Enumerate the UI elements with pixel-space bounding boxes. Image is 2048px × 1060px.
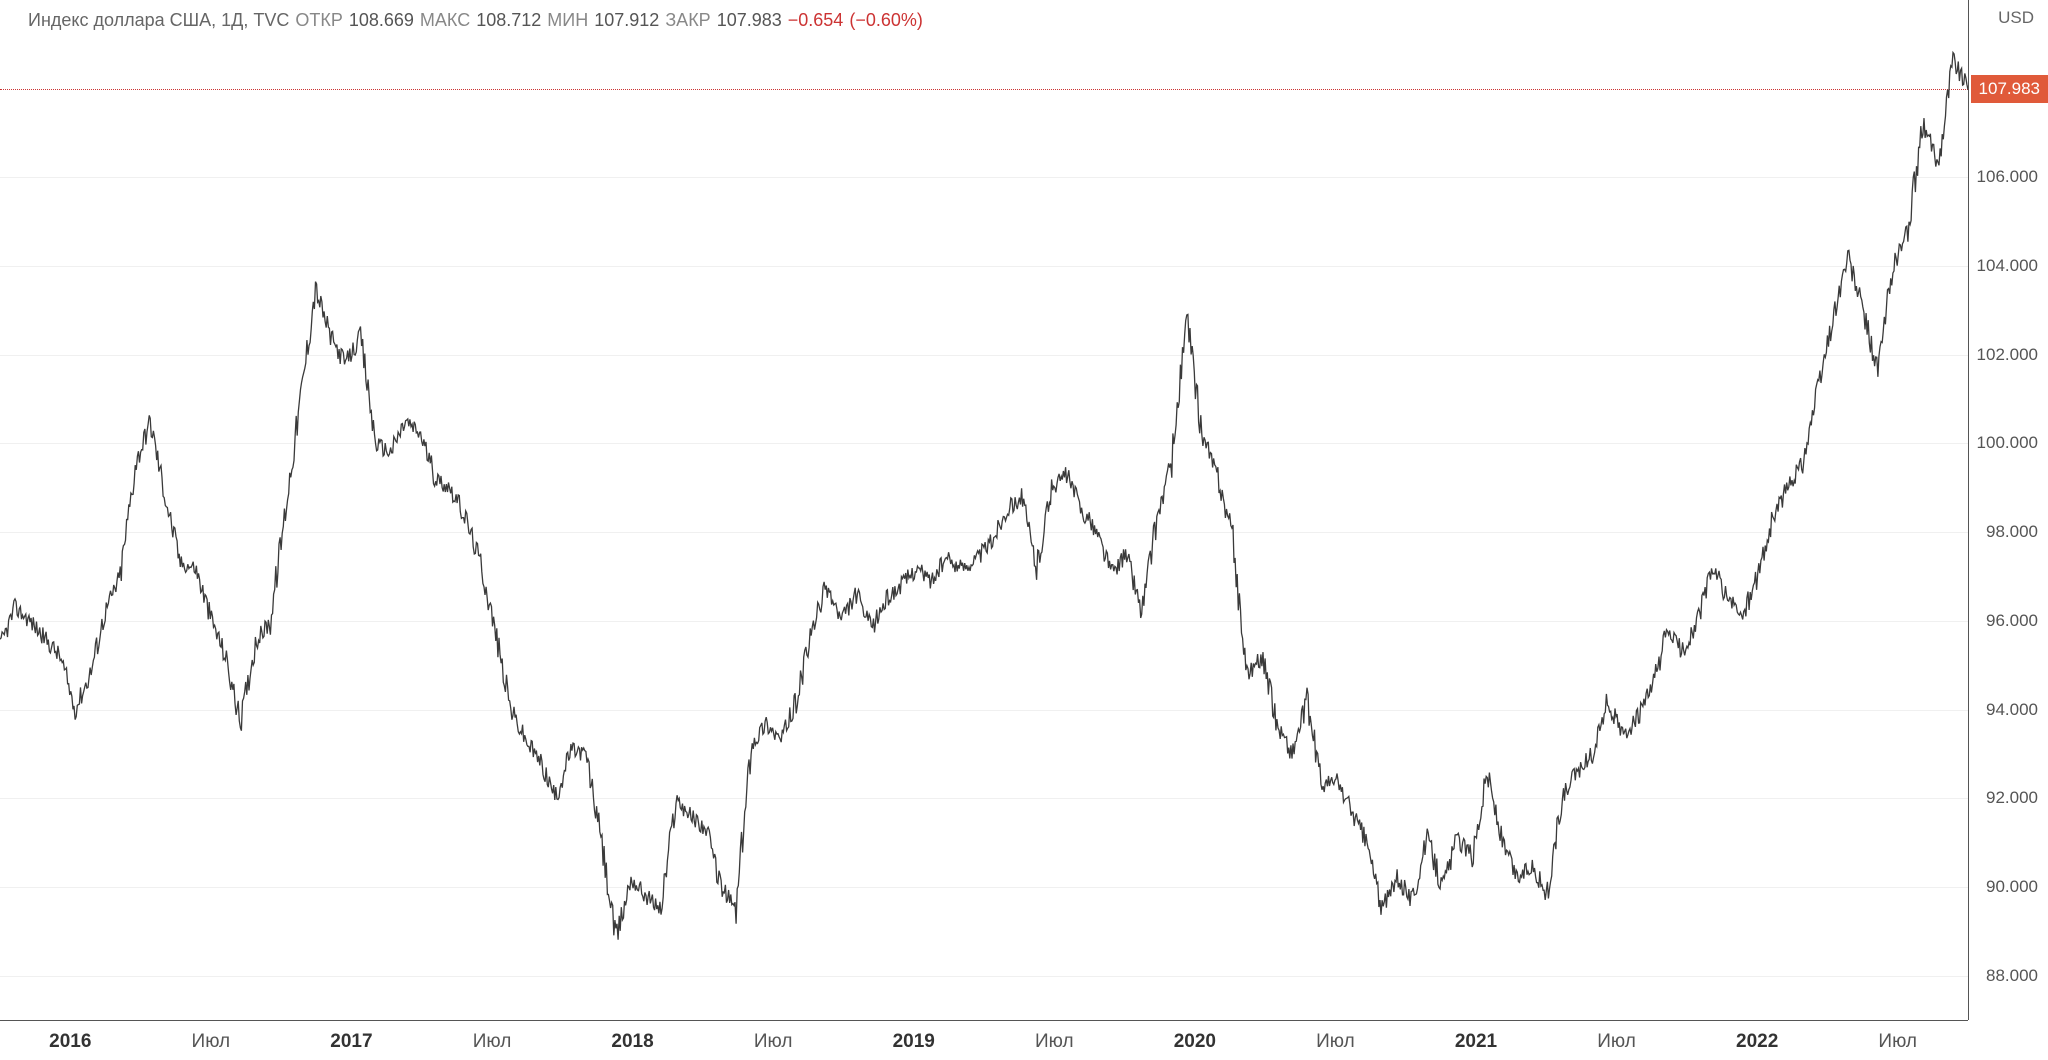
low-value: 107.912 <box>594 10 659 31</box>
high-label: МАКС <box>420 10 470 31</box>
open-value: 108.669 <box>349 10 414 31</box>
x-tick-label: Июл <box>1878 1031 1917 1053</box>
x-tick-label: Июл <box>1035 1031 1074 1053</box>
y-tick-label: 96.000 <box>1986 611 2038 631</box>
y-tick-label: 94.000 <box>1986 700 2038 720</box>
high-value: 108.712 <box>476 10 541 31</box>
chart-container: Индекс доллара США, 1Д, TVC ОТКР108.669 … <box>0 0 2048 1060</box>
y-tick-label: 102.000 <box>1977 345 2038 365</box>
symbol-title: Индекс доллара США, 1Д, TVC <box>28 10 289 31</box>
x-tick-label: 2020 <box>1174 1031 1216 1053</box>
x-axis: 2016 Июл 2017 Июл 2018 Июл 2019 Июл 2020 Июл 2021 И… <box>0 1020 1968 1060</box>
y-tick-label: 100.000 <box>1977 433 2038 453</box>
x-tick-label: 2022 <box>1736 1031 1778 1053</box>
y-axis-unit: USD <box>1998 8 2034 28</box>
change-pct: (−0.60%) <box>849 10 923 31</box>
y-tick-label: 104.000 <box>1977 256 2038 276</box>
x-tick-label: 2018 <box>611 1031 653 1053</box>
x-tick-label: Июл <box>473 1031 512 1053</box>
x-tick-label: 2019 <box>893 1031 935 1053</box>
open-label: ОТКР <box>295 10 343 31</box>
x-tick-label: 2016 <box>49 1031 91 1053</box>
y-tick-label: 88.000 <box>1986 966 2038 986</box>
change-abs: −0.654 <box>788 10 844 31</box>
x-tick-label: 2021 <box>1455 1031 1497 1053</box>
y-tick-label: 92.000 <box>1986 788 2038 808</box>
x-tick-label: 2017 <box>330 1031 372 1053</box>
y-tick-label: 98.000 <box>1986 522 2038 542</box>
y-tick-label: 90.000 <box>1986 877 2038 897</box>
x-tick-label: Июл <box>1597 1031 1636 1053</box>
low-label: МИН <box>547 10 588 31</box>
x-tick-label: Июл <box>1316 1031 1355 1053</box>
current-price-badge: 107.983 <box>1971 75 2048 103</box>
close-value: 107.983 <box>717 10 782 31</box>
x-tick-label: Июл <box>754 1031 793 1053</box>
close-label: ЗАКР <box>665 10 710 31</box>
y-axis: USD 88.000 90.000 92.000 94.000 96.000 98.000… <box>1968 0 2048 1020</box>
y-tick-label: 106.000 <box>1977 167 2038 187</box>
x-tick-label: Июл <box>192 1031 231 1053</box>
price-line-chart <box>0 0 1968 1020</box>
plot-area[interactable] <box>0 0 1968 1020</box>
chart-header: Индекс доллара США, 1Д, TVC ОТКР108.669 … <box>28 10 923 31</box>
